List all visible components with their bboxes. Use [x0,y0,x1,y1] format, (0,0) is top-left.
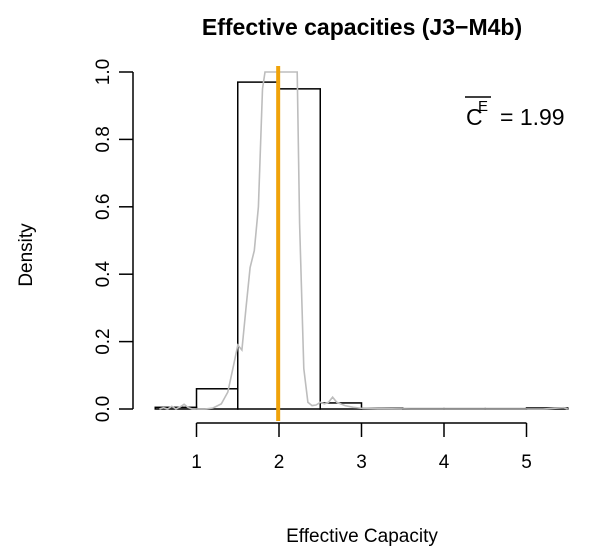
mean-annotation: C E = 1.99 [465,96,565,130]
mean-annotation-value: = 1.99 [500,104,565,130]
y-tick-label-3: 0.6 [93,194,114,220]
y-axis-label: Density [16,223,37,287]
x-tick-label-2: 3 [356,452,367,473]
x-tick-label-4: 5 [521,452,532,473]
y-axis: 0.0 0.2 0.4 0.6 0.8 1.0 [93,59,134,422]
density-curve [159,71,569,410]
y-tick-label-5: 1.0 [93,59,114,85]
y-tick-label-4: 0.8 [93,126,114,152]
histogram-bar-4 [319,402,363,410]
y-tick-label-0: 0.0 [93,396,114,422]
mean-annotation-symbol: C [466,104,483,130]
x-axis: 1 2 3 4 5 [191,422,532,473]
histogram-bar-2 [237,81,280,410]
mean-annotation-superscript: E [478,98,488,115]
y-tick-label-2: 0.4 [93,261,114,288]
x-tick-label-1: 2 [274,452,285,473]
histogram-bars [154,81,569,410]
density-curve-group [159,71,569,410]
x-axis-label: Effective Capacity [286,526,438,547]
y-tick-label-1: 0.2 [93,328,114,354]
x-tick-label-3: 4 [439,452,450,473]
chart-title: Effective capacities (J3−M4b) [202,14,522,40]
x-tick-label-0: 1 [191,452,202,473]
